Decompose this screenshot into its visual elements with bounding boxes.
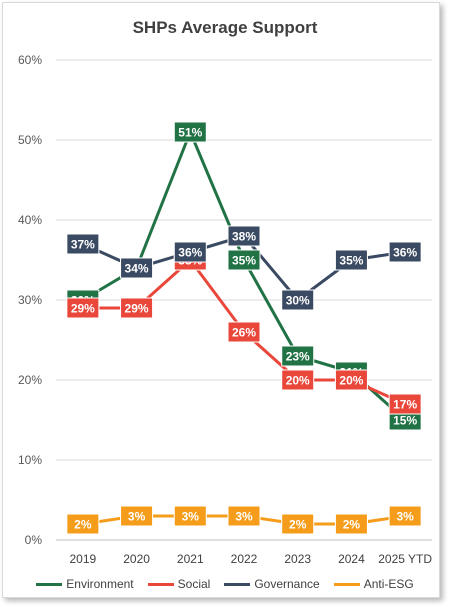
data-label: 3%	[396, 510, 414, 524]
data-point-anti-esg	[227, 505, 261, 527]
data-label: 2%	[289, 518, 307, 532]
legend-swatch	[36, 582, 63, 586]
x-tick-label: 2020	[123, 552, 150, 566]
data-label: 36%	[393, 246, 417, 260]
data-label: 3%	[128, 510, 146, 524]
data-label: 17%	[393, 398, 417, 412]
data-point-environment	[281, 345, 315, 367]
data-label: 23%	[286, 350, 310, 364]
data-point-social	[120, 297, 154, 319]
legend-swatch	[333, 582, 360, 586]
y-tick-label: 30%	[18, 293, 42, 307]
x-tick-label: 2023	[284, 552, 311, 566]
y-tick-label: 50%	[18, 133, 42, 147]
data-point-anti-esg	[173, 505, 207, 527]
x-tick-label: 2025 YTD	[378, 552, 432, 566]
x-tick-label: 2019	[70, 552, 97, 566]
data-point-governance	[120, 257, 154, 279]
legend-label: Social	[177, 577, 211, 591]
data-label: 36%	[178, 246, 202, 260]
data-label: 30%	[286, 294, 310, 308]
data-point-governance	[388, 241, 422, 263]
data-label: 2%	[74, 518, 92, 532]
chart-legend: Environment Social Governance Anti-ESG	[0, 577, 450, 591]
data-point-social	[281, 369, 315, 391]
data-point-environment	[173, 121, 207, 143]
data-label: 26%	[232, 326, 256, 340]
data-label: 35%	[339, 254, 363, 268]
data-label: 3%	[182, 510, 200, 524]
data-point-social	[334, 369, 368, 391]
data-point-governance	[227, 225, 261, 247]
data-label: 29%	[71, 302, 95, 316]
data-label: 35%	[232, 254, 256, 268]
data-label: 37%	[71, 238, 95, 252]
y-tick-label: 60%	[18, 53, 42, 67]
data-label: 15%	[393, 414, 417, 428]
data-point-social	[227, 321, 261, 343]
data-point-anti-esg	[120, 505, 154, 527]
legend-item-anti-esg: Anti-ESG	[333, 577, 414, 591]
legend-swatch	[147, 582, 174, 586]
data-point-social	[66, 297, 100, 319]
legend-item-social: Social	[147, 577, 211, 591]
legend-swatch	[224, 582, 251, 586]
data-point-governance	[66, 233, 100, 255]
data-point-social	[388, 393, 422, 415]
y-tick-label: 10%	[18, 453, 42, 467]
data-label: 2%	[343, 518, 361, 532]
data-label: 34%	[125, 262, 149, 276]
y-tick-label: 0%	[25, 533, 43, 547]
data-point-governance	[334, 249, 368, 271]
x-tick-label: 2024	[338, 552, 365, 566]
x-tick-label: 2021	[177, 552, 204, 566]
data-label: 38%	[232, 230, 256, 244]
data-point-governance	[281, 289, 315, 311]
legend-label: Environment	[66, 577, 134, 591]
legend-item-governance: Governance	[224, 577, 320, 591]
data-point-anti-esg	[66, 513, 100, 535]
data-point-anti-esg	[281, 513, 315, 535]
legend-label: Anti-ESG	[363, 577, 414, 591]
y-tick-label: 40%	[18, 213, 42, 227]
data-point-environment	[227, 249, 261, 271]
data-label: 20%	[339, 374, 363, 388]
y-tick-label: 20%	[18, 373, 42, 387]
data-label: 51%	[178, 126, 202, 140]
data-point-anti-esg	[388, 505, 422, 527]
data-label: 29%	[125, 302, 149, 316]
chart-title: SHPs Average Support	[132, 18, 318, 37]
legend-label: Governance	[254, 577, 320, 591]
data-label: 20%	[286, 374, 310, 388]
data-point-governance	[173, 241, 207, 263]
data-point-anti-esg	[334, 513, 368, 535]
x-tick-label: 2022	[231, 552, 258, 566]
data-label: 3%	[235, 510, 253, 524]
legend-item-environment: Environment	[36, 577, 134, 591]
